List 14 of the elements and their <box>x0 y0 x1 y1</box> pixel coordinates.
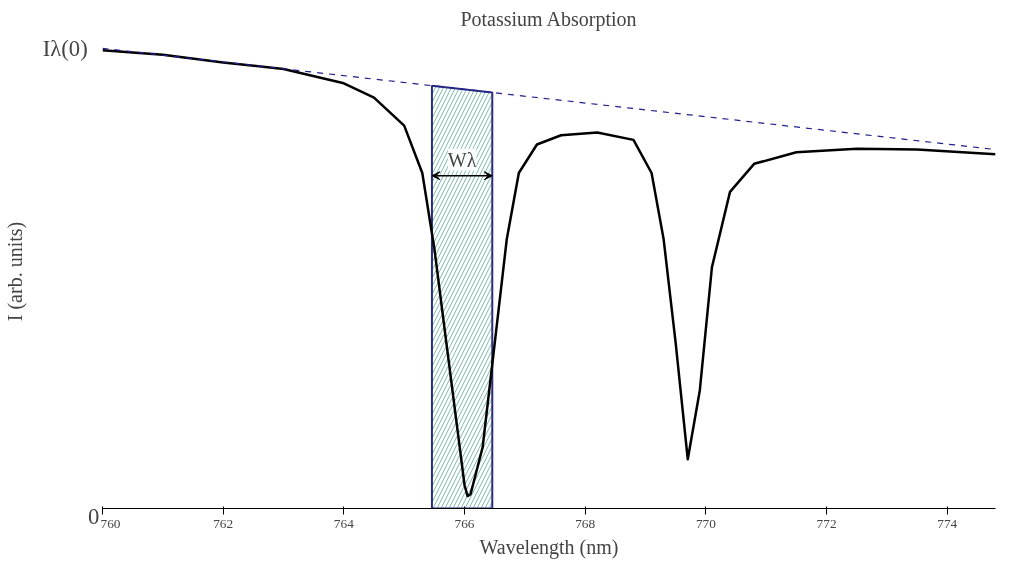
x-tick-label: 764 <box>333 515 355 531</box>
y-axis-title: I (arb. units) <box>3 221 27 322</box>
annotation: Iλ(0) <box>42 35 88 61</box>
x-tick-label: 770 <box>695 515 717 531</box>
x-tick-label: 772 <box>816 515 837 531</box>
x-tick-label: 766 <box>454 515 475 531</box>
x-tick-label: 774 <box>937 515 958 531</box>
x-axis-title: Wavelength (nm) <box>479 535 619 559</box>
x-tick-label: 762 <box>213 515 234 531</box>
text: 0 <box>88 503 100 529</box>
x-tick-label: 760 <box>100 515 121 531</box>
band-label: Wλ <box>447 148 477 171</box>
chart-title: Potassium Absorption <box>460 7 637 31</box>
x-tick-label: 768 <box>575 515 596 531</box>
